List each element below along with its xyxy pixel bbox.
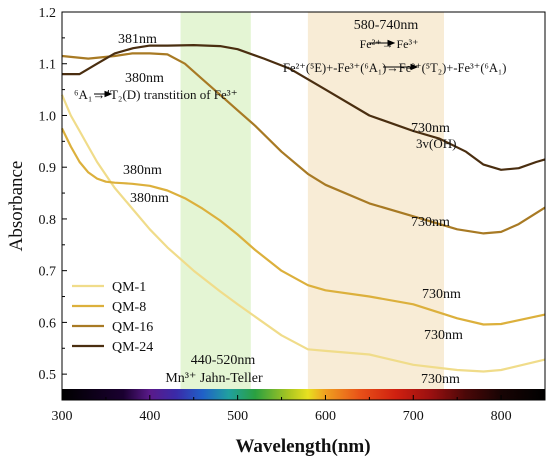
annotation-fe-charge-transfer: Fe²⁺(⁵E)+-Fe³⁺(⁶A₁)→Fe²⁺(⁵T₂)+-Fe³⁺(⁶A₁) (283, 61, 506, 75)
annotation-3v-oh: 3v(OH) (416, 136, 456, 151)
legend-label: QM-1 (112, 280, 146, 295)
annotation-380nm-qm16: 380nm (125, 71, 164, 86)
annotation-730nm-baseline: 730nm (421, 372, 460, 387)
spectrum-gradient (62, 389, 545, 400)
plot-frame (61, 11, 546, 401)
series-line-qm-1 (60, 94, 546, 373)
x-tick-label: 400 (139, 409, 160, 424)
annotation-380nm-qm8: 380nm (123, 163, 162, 178)
x-tick-label: 500 (227, 409, 248, 424)
y-axis-label: Absorbance (6, 161, 27, 252)
legend-label: QM-16 (112, 320, 153, 335)
x-tick-label: 300 (52, 409, 73, 424)
y-tick-label: 0.5 (39, 368, 57, 383)
y-tick-label: 0.6 (39, 316, 57, 331)
x-tick-label: 800 (491, 409, 512, 424)
y-tick-label: 1.0 (39, 109, 57, 124)
series-line-qm-8 (61, 127, 546, 326)
annotation-t2-transition: ⁶A₁→⁴T₂(D) transtition of Fe³⁺ (74, 87, 238, 102)
annotation-380nm-qm1: 380nm (130, 191, 169, 206)
series-line-qm-16 (61, 52, 546, 235)
series-lines (60, 43, 546, 373)
y-tick-label: 1.1 (39, 58, 57, 73)
annotation-730nm-qm16: 730nm (411, 215, 450, 230)
legend: QM-1 QM-8 QM-16 QM-24 (72, 280, 153, 355)
annotation-730nm-qm1: 730nm (424, 328, 463, 343)
y-tick-label: 0.7 (39, 265, 57, 280)
axis-ticks: 300 400 500 600 700 800 0.5 0.6 0.7 0.8 0.9 1.0 1.1 1… (39, 6, 512, 424)
legend-label: QM-24 (112, 340, 153, 355)
x-tick-label: 700 (403, 409, 424, 424)
annotation-730nm-qm24: 730nm (411, 121, 450, 136)
annotation-381nm: 381nm (118, 32, 157, 47)
legend-label: QM-8 (112, 300, 146, 315)
y-tick-label: 0.9 (39, 161, 57, 176)
y-tick-label: 0.8 (39, 213, 57, 228)
visible-spectrum-bar (62, 389, 545, 400)
annotation-arrows (94, 39, 419, 98)
annotation-580-740nm: 580-740nm (354, 18, 419, 33)
x-axis-label: Wavelength(nm) (235, 436, 370, 457)
series-line-qm-24 (62, 43, 546, 171)
annotation-730nm-qm8: 730nm (422, 287, 461, 302)
annotation-jahn-teller: Mn³⁺ Jahn-Teller (165, 371, 263, 386)
y-tick-label: 1.2 (39, 6, 57, 21)
x-tick-label: 600 (315, 409, 336, 424)
annotation-440-520nm: 440-520nm (191, 353, 256, 368)
band-0 (180, 12, 251, 400)
